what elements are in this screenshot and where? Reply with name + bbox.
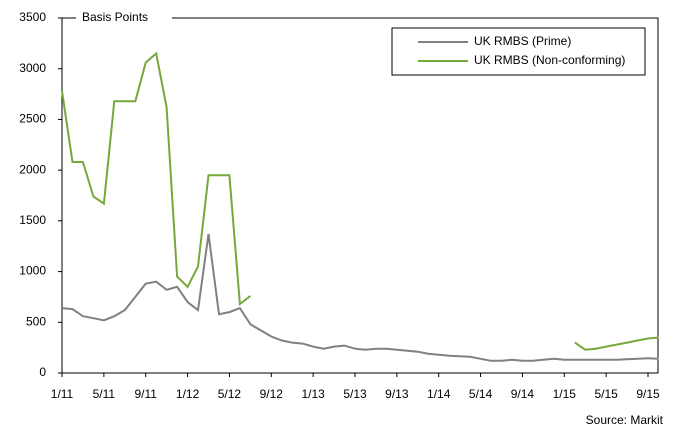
x-tick-label: 1/13 — [301, 387, 325, 401]
y-tick-label: 3500 — [19, 10, 46, 24]
x-tick-label: 1/12 — [176, 387, 200, 401]
y-tick-label: 2000 — [19, 162, 46, 176]
y-tick-label: 1500 — [19, 213, 46, 227]
legend-label: UK RMBS (Prime) — [474, 34, 571, 48]
x-tick-label: 5/12 — [218, 387, 242, 401]
x-tick-label: 1/11 — [51, 387, 74, 401]
x-tick-label: 1/15 — [553, 387, 577, 401]
y-tick-label: 1000 — [19, 264, 46, 278]
source: Source: Markit — [586, 413, 664, 427]
y-label-bg — [76, 10, 172, 26]
y-tick-label: 500 — [26, 314, 46, 328]
series-line — [61, 233, 659, 362]
x-tick-label: 5/15 — [594, 387, 618, 401]
x-tick-label: 5/14 — [469, 387, 493, 401]
y-axis-label: Basis Points — [82, 10, 148, 24]
y-tick-label: 3000 — [19, 61, 46, 75]
series-line — [61, 51, 659, 351]
x-tick-label: 5/13 — [343, 387, 367, 401]
x-tick-label: 9/12 — [260, 387, 284, 401]
legend-box — [391, 27, 646, 76]
x-tick-label: 1/14 — [427, 387, 451, 401]
y-tick-label: 2500 — [19, 112, 46, 126]
x-tick-label: 5/11 — [93, 387, 116, 401]
y-tick-label: 0 — [39, 365, 46, 379]
legend-label: UK RMBS (Non-conforming) — [474, 53, 625, 67]
x-tick-label: 9/14 — [511, 387, 535, 401]
x-tick-label: 9/13 — [385, 387, 409, 401]
x-tick-label: 9/11 — [134, 387, 157, 401]
x-tick-label: 9/15 — [636, 387, 660, 401]
plot-frame — [61, 17, 659, 374]
